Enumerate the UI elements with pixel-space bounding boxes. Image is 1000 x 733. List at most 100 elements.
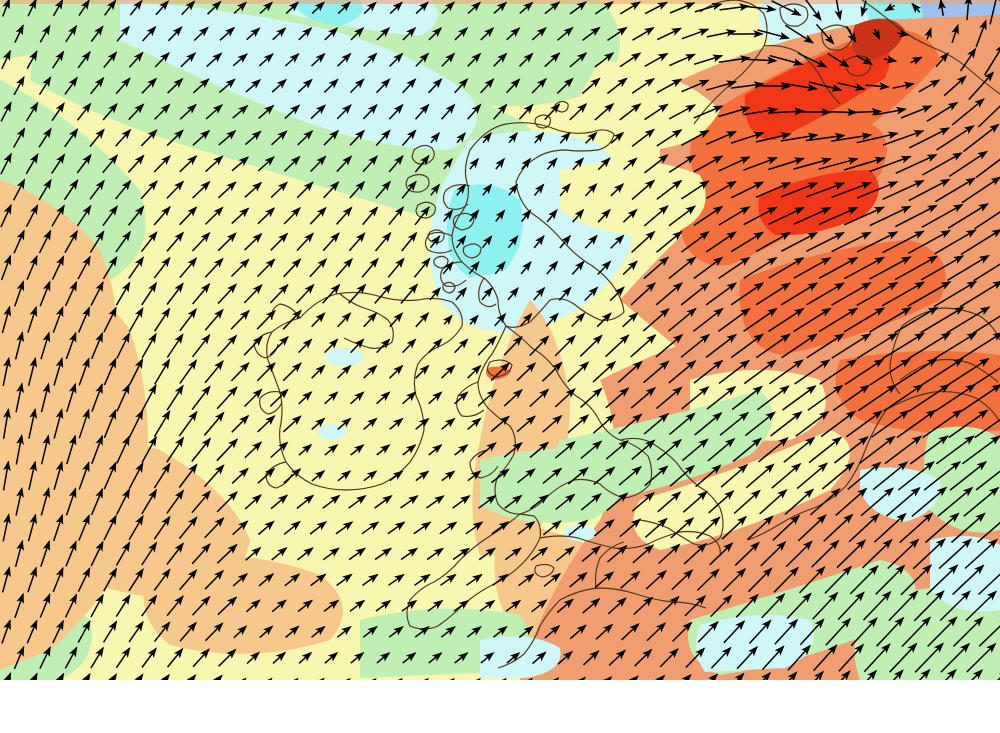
wind-arrow [25,101,39,122]
wind-arrow [103,461,117,490]
wind-arrow [827,52,850,68]
wind-arrow [204,517,225,539]
wind-arrow [975,19,987,48]
wind-arrow [974,418,1000,439]
wind-arrow [39,645,51,670]
wind-arrow [166,333,184,358]
wind-arrow [116,332,130,359]
wind-arrow [402,78,417,94]
wind-arrow [503,335,523,356]
wind-arrow [708,673,719,680]
wind-arrow [506,651,521,664]
wind-arrow [402,444,417,456]
wind-arrow [103,0,117,16]
wind-arrow [38,178,52,201]
wind-arrow [217,232,237,252]
wind-arrow [645,569,667,590]
wind-arrow [595,623,614,640]
wind-arrow [695,464,722,488]
wind-arrow [693,359,724,384]
wind-arrow [89,128,105,147]
wind-arrow [780,182,819,198]
wind-arrow [490,362,510,382]
wind-arrow [81,672,91,680]
wind-arrow [283,206,301,225]
wind-arrow [569,572,588,588]
wind-arrow [825,617,852,646]
wind-arrow [784,24,815,44]
wind-arrow [856,281,899,307]
wind-arrow [141,541,158,566]
wind-arrow [619,103,642,121]
wind-arrow [376,651,391,664]
wind-arrow [934,229,977,255]
wind-arrow [454,444,469,456]
wind-arrow [271,78,288,93]
wind-arrow [414,154,430,173]
wind-arrow [115,541,131,566]
wind-arrow [736,645,759,670]
wind-arrow [257,414,276,433]
wind-arrow [755,132,792,143]
wind-arrow [245,599,261,613]
wind-arrow [401,129,417,147]
wind-arrow [283,258,302,278]
wind-arrow [936,125,975,151]
wind-arrow [51,50,65,69]
wind-arrow [127,154,145,173]
wind-arrow [875,564,906,595]
wind-arrow [831,231,872,253]
wind-arrow [296,547,314,561]
wind-arrow [2,0,10,17]
wind-arrow [39,24,51,43]
wind-arrow [681,129,710,146]
wind-arrow [504,494,523,509]
wind-arrow [12,178,26,201]
wind-arrow [782,385,817,411]
wind-arrow [428,78,443,94]
wind-arrow [529,441,550,459]
wind-arrow [336,104,352,120]
wind-arrow [584,183,598,197]
surface-wind-map[interactable] [0,0,1000,680]
wind-arrow [874,106,907,116]
wind-arrow [544,1,561,15]
wind-arrow [619,518,642,538]
wind-arrow [642,307,670,332]
wind-arrow [871,409,910,438]
wind-arrow [533,286,546,301]
wind-arrow [973,263,1000,282]
wind-arrow [297,599,314,613]
wind-arrow [179,257,198,279]
wind-arrow [309,206,327,225]
wind-arrow [455,286,467,301]
wind-arrow [443,157,454,170]
wind-arrow [348,494,367,509]
wind-arrow [622,208,638,223]
wind-arrow [655,333,684,358]
wind-arrow [467,417,482,430]
wind-arrow [388,573,405,586]
wind-arrow [285,1,299,15]
wind-arrow [605,387,630,409]
wind-arrow [128,306,144,333]
wind-arrow [65,540,77,567]
wind-arrow [780,132,819,142]
wind-arrow [64,229,78,254]
wind-arrow [477,388,498,407]
wind-arrow [259,625,274,639]
wind-arrow [847,461,882,490]
wind-arrow [656,129,683,147]
wind-arrow [869,155,912,173]
wind-arrow [885,486,921,517]
wind-arrow [13,229,25,254]
wind-arrow [934,383,977,412]
wind-arrow [179,103,197,120]
wind-arrow [481,235,493,249]
wind-arrow [607,544,628,563]
wind-arrow [693,256,724,280]
wind-arrow [646,622,667,642]
wind-arrow [793,307,832,333]
map-area[interactable] [0,0,1000,680]
wind-arrow [849,565,879,595]
